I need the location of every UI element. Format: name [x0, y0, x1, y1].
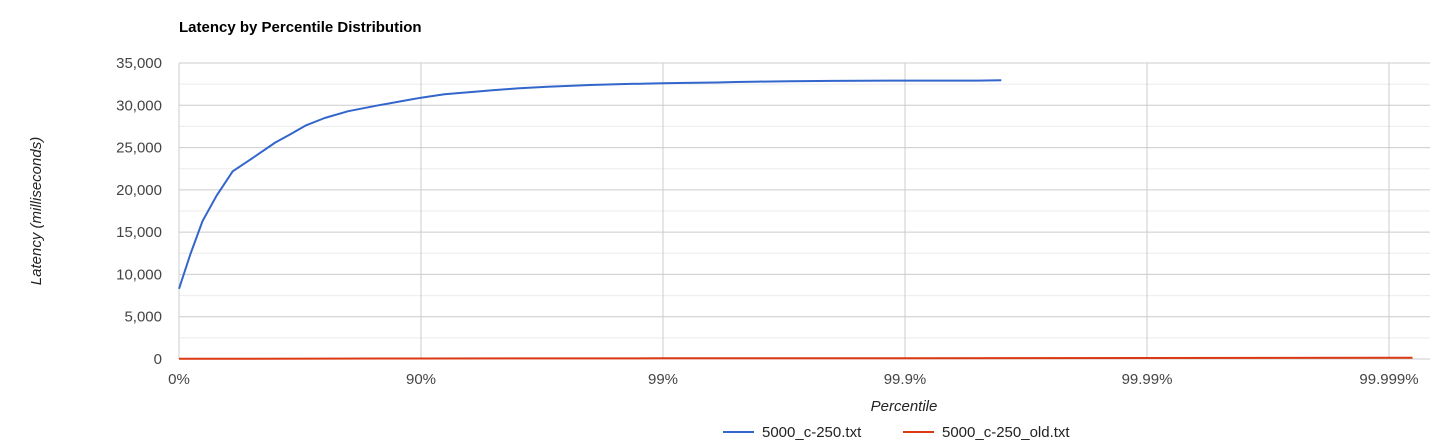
- legend: 5000_c-250.txt 5000_c-250_old.txt: [723, 424, 1070, 441]
- y-tick-label: 25,000: [116, 140, 162, 157]
- x-tick-label: 90%: [406, 371, 436, 388]
- x-tick-label: 0%: [168, 371, 190, 388]
- x-axis-title: Percentile: [871, 398, 938, 415]
- y-tick-label: 15,000: [116, 224, 162, 241]
- series-line-1: [178, 356, 1413, 360]
- y-tick-label: 10,000: [116, 266, 162, 283]
- y-tick-label: 5,000: [124, 309, 162, 326]
- chart-title: Latency by Percentile Distribution: [179, 19, 422, 36]
- series-line-0: [178, 79, 1002, 290]
- series-lines: [178, 79, 1413, 360]
- x-axis-ticks: 0% 90% 99% 99.9% 99.99% 99.999%: [168, 371, 1418, 388]
- minor-gridlines: [179, 83, 1430, 339]
- legend-label: 5000_c-250.txt: [762, 424, 862, 441]
- x-tick-label: 99%: [648, 371, 678, 388]
- legend-item-0: 5000_c-250.txt: [723, 424, 862, 441]
- y-tick-label: 20,000: [116, 182, 162, 199]
- x-tick-label: 99.9%: [884, 371, 927, 388]
- legend-label: 5000_c-250_old.txt: [942, 424, 1070, 441]
- x-tick-label: 99.999%: [1359, 371, 1418, 388]
- y-tick-label: 30,000: [116, 97, 162, 114]
- y-axis-ticks: 0 5,000 10,000 15,000 20,000 25,000 30,000 35,0…: [116, 55, 162, 368]
- y-tick-label: 35,000: [116, 55, 162, 72]
- y-tick-label: 0: [154, 351, 162, 368]
- major-gridlines: [178, 62, 1430, 360]
- x-tick-label: 99.99%: [1122, 371, 1173, 388]
- y-axis-title: Latency (milliseconds): [28, 137, 45, 285]
- legend-item-1: 5000_c-250_old.txt: [903, 424, 1070, 441]
